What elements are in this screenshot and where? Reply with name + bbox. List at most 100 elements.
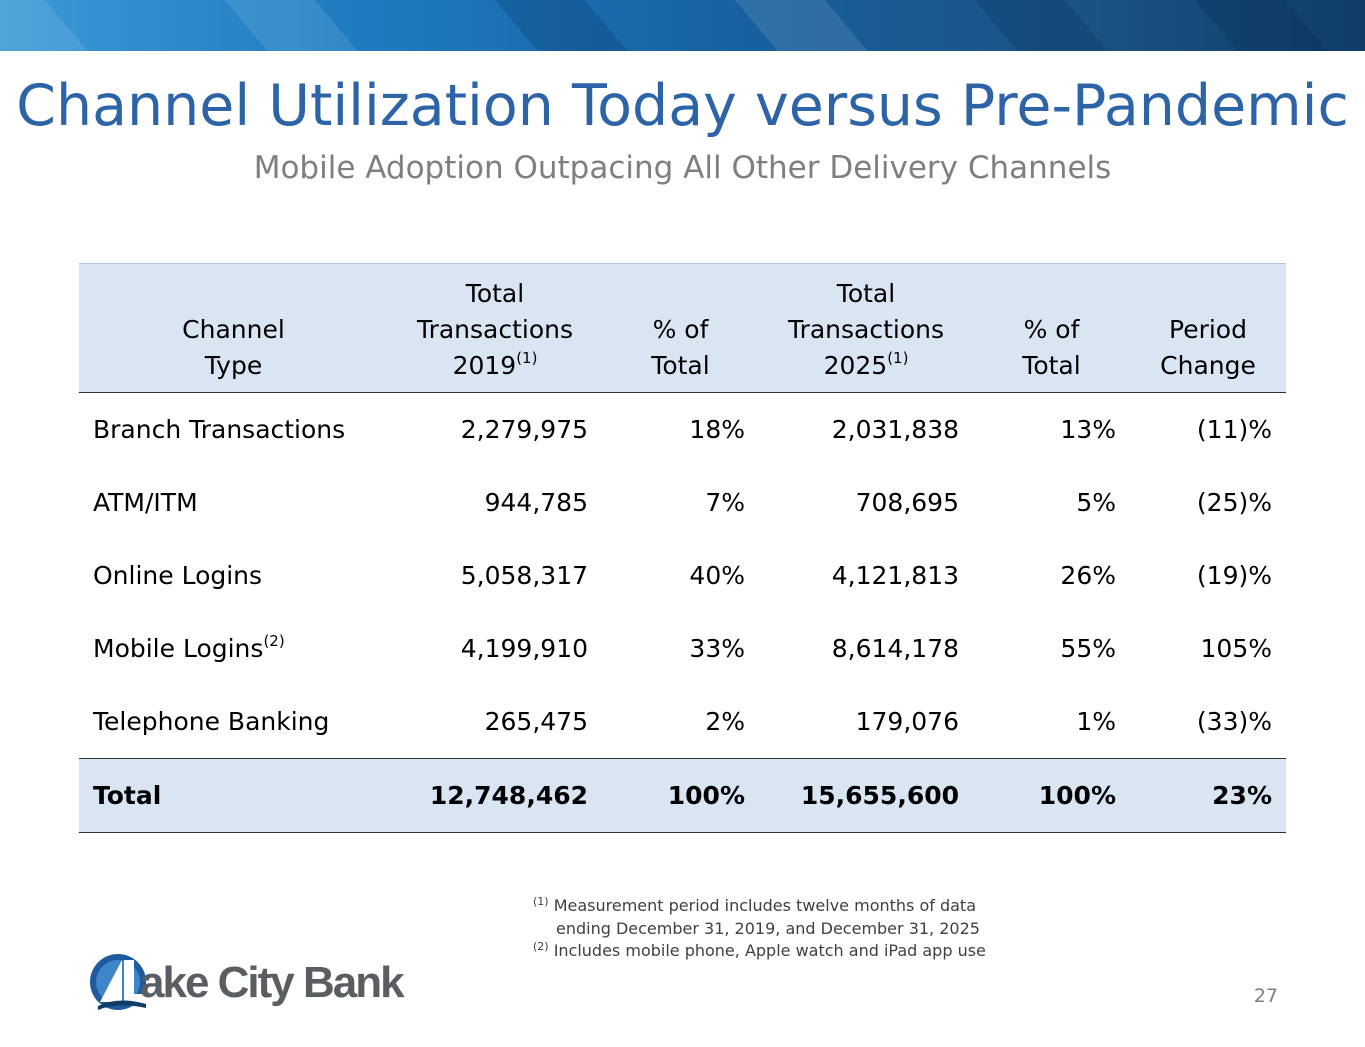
table-row: ATM/ITM 944,785 7% 708,695 5% (25)% — [79, 466, 1286, 539]
table-row: Branch Transactions 2,279,975 18% 2,031,… — [79, 393, 1286, 467]
page-subtitle: Mobile Adoption Outpacing All Other Deli… — [253, 150, 1112, 186]
header-line: 2019(1) — [388, 348, 602, 384]
footnote-2: (2) Includes mobile phone, Apple watch a… — [533, 940, 986, 963]
total-2025-cell: 708,695 — [855, 488, 959, 517]
total-2019-cell: 12,748,462 — [388, 758, 602, 833]
pct-2025-cell: 100% — [973, 758, 1130, 833]
header-line: Transactions — [416, 315, 574, 344]
channel-cell: Branch Transactions — [79, 393, 388, 467]
page-title: Channel Utilization Today versus Pre-Pan… — [16, 73, 1349, 139]
period-change-cell: 23% — [1130, 758, 1286, 833]
table-row: Telephone Banking 265,475 2% 179,076 1% … — [79, 685, 1286, 759]
header-line: Total — [973, 348, 1130, 384]
channel-table: Channel Type Total Transactions 2019(1) … — [79, 263, 1286, 833]
pct-2025-cell: 13% — [1060, 415, 1116, 444]
header-text: 2025 — [823, 351, 888, 380]
channel-cell: Telephone Banking — [79, 685, 388, 759]
header-line — [79, 276, 388, 312]
column-header-total-2025: Total Transactions 2025(1) — [759, 263, 973, 393]
header-text: Type — [204, 351, 263, 380]
column-header-pct-2019: % of Total — [602, 263, 759, 393]
period-change-cell: (19)% — [1196, 561, 1272, 590]
header-line: Total — [465, 279, 525, 308]
header-line: Transactions — [787, 315, 945, 344]
pct-2019-cell: 100% — [602, 758, 759, 833]
total-row: Total 12,748,462 100% 15,655,600 100% 23… — [79, 758, 1286, 833]
page-number: 27 — [1253, 985, 1278, 1007]
period-change-cell: (25)% — [1196, 488, 1272, 517]
pct-2025-cell: 1% — [1076, 707, 1116, 736]
channel-name: Online Logins — [93, 561, 263, 590]
table-header-row: Channel Type Total Transactions 2019(1) … — [79, 263, 1286, 393]
header-text: Total — [651, 351, 710, 380]
footnote-marker: (1) — [887, 349, 909, 367]
total-2019-cell: 4,199,910 — [460, 634, 588, 663]
top-banner — [0, 0, 1365, 51]
header-line: Type — [79, 348, 388, 384]
period-change-cell: 105% — [1200, 634, 1272, 663]
pct-2019-cell: 7% — [705, 488, 745, 517]
header-line: Total — [602, 348, 759, 384]
total-2019-cell: 944,785 — [484, 488, 588, 517]
total-2025-cell: 8,614,178 — [831, 634, 959, 663]
banner-stripe — [1186, 0, 1344, 51]
header-line: 2025(1) — [759, 348, 973, 384]
channel-name: Telephone Banking — [93, 707, 330, 736]
channel-cell: ATM/ITM — [79, 466, 388, 539]
channel-cell: Online Logins — [79, 539, 388, 612]
pct-2019-cell: 40% — [689, 561, 745, 590]
table-row: Online Logins 5,058,317 40% 4,121,813 26… — [79, 539, 1286, 612]
header-line: Period — [1169, 315, 1247, 344]
footnote-marker: (2) — [263, 632, 285, 650]
banner-stripe — [486, 0, 644, 51]
total-2019-cell: 2,279,975 — [460, 415, 588, 444]
pct-2019-cell: 2% — [705, 707, 745, 736]
column-header-period-change: Period Change — [1130, 263, 1286, 393]
footnote-text: ending December 31, 2019, and December 3… — [556, 918, 980, 938]
logo-text: ake City Bank — [140, 958, 405, 1007]
channel-name: ATM/ITM — [93, 488, 198, 517]
footnote-1: (1) Measurement period includes twelve m… — [533, 895, 986, 918]
header-text: Total — [1022, 351, 1081, 380]
channel-cell: Mobile Logins(2) — [79, 612, 388, 685]
footnote-marker: (1) — [516, 349, 538, 367]
footnote-text: Includes mobile phone, Apple watch and i… — [553, 941, 986, 960]
column-header-pct-2025: % of Total — [973, 263, 1130, 393]
header-line: Channel — [182, 315, 285, 344]
banner-stripe — [216, 0, 374, 51]
pct-2025-cell: 55% — [1060, 634, 1116, 663]
footnote-marker: (1) — [533, 895, 549, 908]
pct-2019-cell: 18% — [689, 415, 745, 444]
column-header-channel-type: Channel Type — [79, 263, 388, 393]
channel-name: Branch Transactions — [93, 415, 346, 444]
banner-stripe — [0, 0, 104, 51]
total-2025-cell: 4,121,813 — [831, 561, 959, 590]
header-line: % of — [652, 315, 709, 344]
banner-stripe — [966, 0, 1124, 51]
lake-city-bank-logo — [88, 950, 418, 1014]
column-header-total-2019: Total Transactions 2019(1) — [388, 263, 602, 393]
header-line: Total — [836, 279, 896, 308]
total-label: Total — [79, 758, 388, 833]
banner-stripe — [726, 0, 884, 51]
pct-2019-cell: 33% — [689, 634, 745, 663]
footnote-marker: (2) — [533, 940, 549, 953]
table-row: Mobile Logins(2) 4,199,910 33% 8,614,178… — [79, 612, 1286, 685]
header-line: Change — [1130, 348, 1286, 384]
total-2019-cell: 265,475 — [484, 707, 588, 736]
header-line: % of — [1023, 315, 1080, 344]
footnotes: (1) Measurement period includes twelve m… — [533, 895, 986, 963]
header-text: 2019 — [452, 351, 517, 380]
header-line — [1130, 276, 1286, 312]
total-2025-cell: 179,076 — [855, 707, 959, 736]
total-2025-cell: 2,031,838 — [831, 415, 959, 444]
period-change-cell: (33)% — [1196, 707, 1272, 736]
channel-name: Mobile Logins — [93, 634, 264, 663]
header-text: Change — [1160, 351, 1256, 380]
pct-2025-cell: 5% — [1076, 488, 1116, 517]
period-change-cell: (11)% — [1196, 415, 1272, 444]
pct-2025-cell: 26% — [1060, 561, 1116, 590]
header-line — [973, 276, 1130, 312]
logo-l-icon — [90, 954, 154, 1010]
header-line — [602, 276, 759, 312]
